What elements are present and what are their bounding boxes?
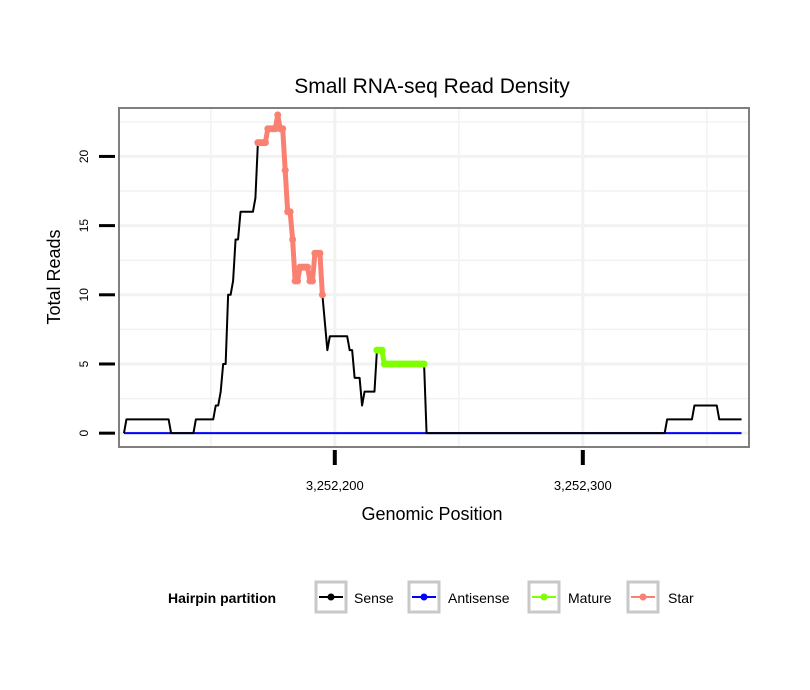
chart-title: Small RNA-seq Read Density — [294, 75, 570, 98]
x-tick-label: 3,252,200 — [306, 478, 364, 493]
star-point — [279, 125, 287, 133]
legend-label-mature: Mature — [568, 590, 612, 606]
y-tick-label: 20 — [77, 149, 91, 163]
y-axis: 0 5 10 15 20 — [77, 149, 115, 437]
legend-dot-sense — [327, 593, 335, 601]
x-axis-label: Genomic Position — [361, 504, 502, 524]
legend-label-antisense: Antisense — [448, 590, 510, 606]
legend: Hairpin partition Sense Antisense Mature St… — [168, 580, 694, 614]
star-point — [281, 166, 289, 174]
star-point — [286, 208, 294, 216]
legend-dot-star — [639, 593, 647, 601]
plot-border — [118, 107, 750, 448]
star-point — [261, 139, 269, 147]
data-series — [122, 111, 742, 435]
y-axis-label: Total Reads — [44, 229, 64, 324]
x-axis: 3,252,200 3,252,300 — [306, 450, 612, 493]
x-tick-label: 3,252,300 — [554, 478, 612, 493]
star-point — [294, 277, 302, 285]
legend-label-star: Star — [668, 590, 694, 606]
y-tick-label: 10 — [77, 288, 91, 302]
star-point — [274, 111, 282, 119]
star-point — [304, 263, 312, 271]
star-point — [316, 249, 324, 257]
legend-title: Hairpin partition — [168, 590, 276, 606]
legend-dot-mature — [540, 593, 548, 601]
y-tick-label: 5 — [77, 360, 91, 367]
star-point — [289, 235, 297, 243]
mature-point — [378, 346, 386, 354]
y-tick-label: 15 — [77, 219, 91, 233]
star-point — [318, 291, 326, 299]
star-point — [308, 277, 316, 285]
star-point — [271, 125, 279, 133]
y-tick-label: 0 — [77, 430, 91, 437]
plot-panel — [119, 108, 749, 447]
mature-point — [420, 360, 428, 368]
legend-label-sense: Sense — [354, 590, 394, 606]
legend-dot-antisense — [420, 593, 428, 601]
